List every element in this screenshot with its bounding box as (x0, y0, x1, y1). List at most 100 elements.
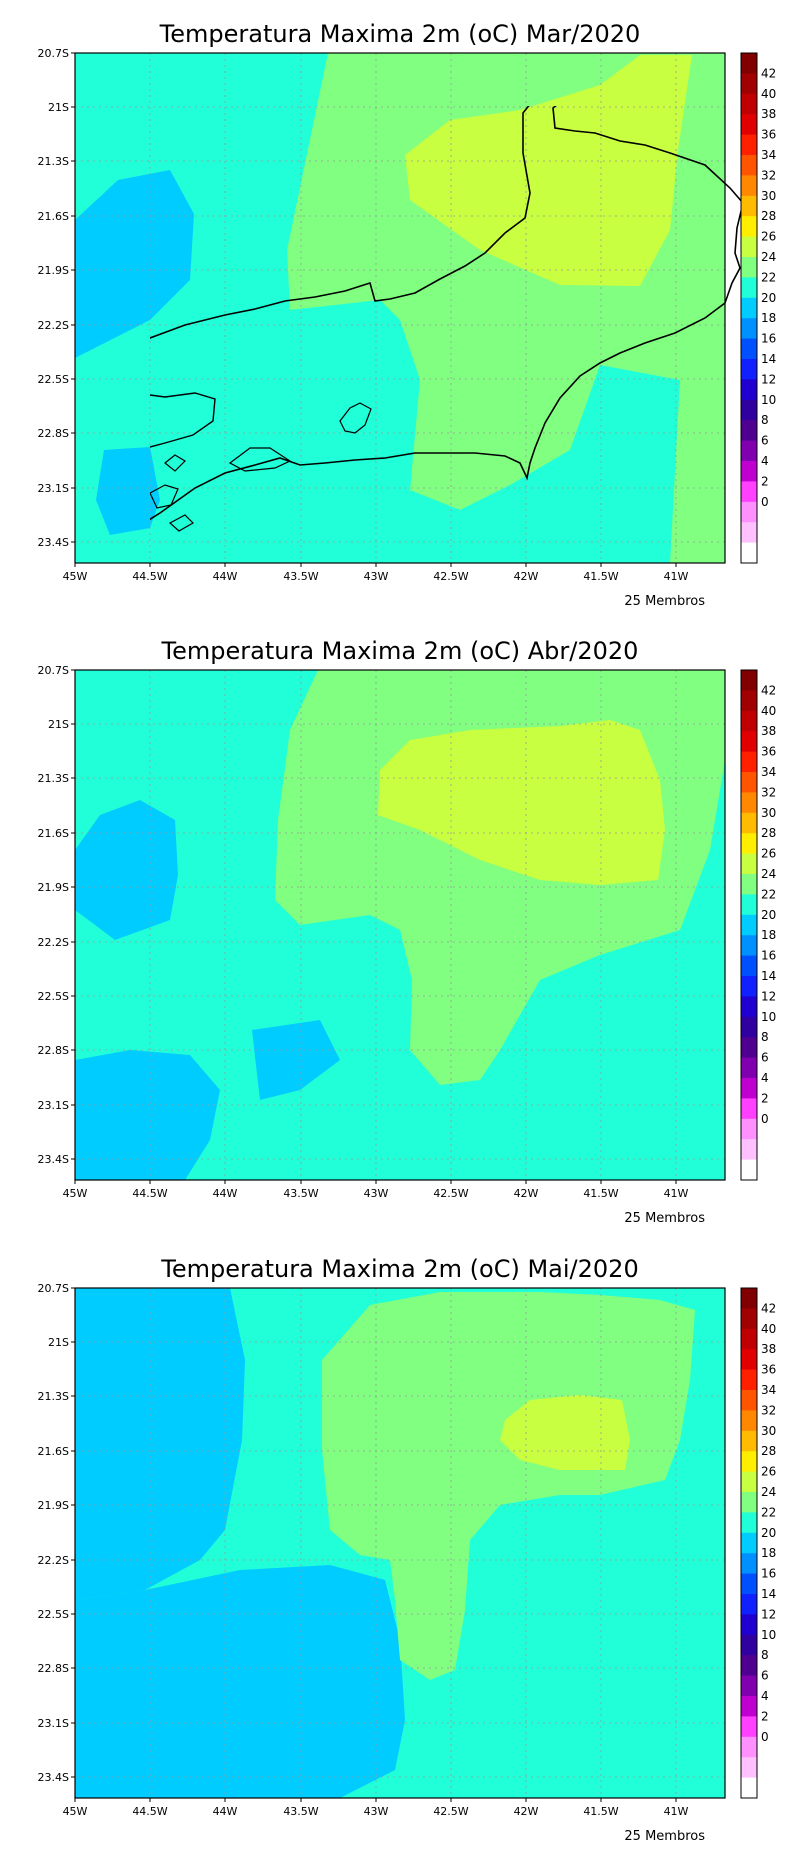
lon-tick-label: 43.5W (283, 570, 318, 583)
lat-tick-label: 21.9S (38, 1499, 69, 1512)
lat-tick-label: 21.3S (38, 1390, 69, 1403)
colorbar-swatch (741, 833, 757, 854)
colorbar-swatch (741, 420, 757, 441)
colorbar-label: 40 (761, 1322, 776, 1336)
lat-tick-label: 21S (48, 1336, 69, 1349)
colorbar-label: 32 (761, 168, 776, 182)
lon-tick-label: 45W (63, 1805, 88, 1818)
contour-fill-22-24 (75, 170, 194, 358)
colorbar-swatch (741, 216, 757, 237)
colorbar-swatch (741, 73, 757, 95)
lat-tick-label: 22.8S (38, 427, 69, 440)
colorbar-label: 22 (761, 887, 776, 901)
ensemble-footer: 25 Membros (624, 594, 705, 609)
colorbar-swatch (741, 996, 757, 1018)
colorbar-label: 20 (761, 291, 776, 305)
colorbar-label: 10 (761, 1628, 776, 1642)
colorbar-swatch (741, 1369, 757, 1391)
colorbar-label: 6 (761, 1051, 769, 1065)
colorbar-frame (740, 669, 758, 1181)
colorbar-label: 34 (761, 148, 776, 162)
lon-tick-label: 45W (63, 1187, 88, 1200)
colorbar-swatch (741, 1016, 757, 1038)
colorbar-label: 40 (761, 87, 776, 101)
colorbar-label: 36 (761, 128, 776, 142)
colorbar-label: 2 (761, 1709, 769, 1723)
colorbar-swatch (741, 935, 757, 956)
temperature-field (75, 1288, 725, 1798)
lon-tick-label: 44.5W (132, 1805, 167, 1818)
colorbar-swatch (741, 114, 757, 135)
colorbar-label: 12 (761, 989, 776, 1003)
lat-tick-label: 21.9S (38, 264, 69, 277)
map-frame-group: 20.7S21S21.3S21.6S21.9S22.2S22.5S22.8S23… (38, 47, 777, 609)
colorbar-swatch (741, 1410, 757, 1432)
colorbar-label: 24 (761, 250, 776, 264)
colorbar-label: 22 (761, 1505, 776, 1519)
colorbar-label: 4 (761, 454, 769, 468)
colorbar-swatch (741, 501, 757, 523)
lat-tick-label: 22.8S (38, 1662, 69, 1675)
lon-tick-label: 41.5W (583, 1805, 618, 1818)
map-frame-group: 20.7S21S21.3S21.6S21.9S22.2S22.5S22.8S23… (38, 1282, 777, 1844)
colorbar-swatch (741, 1159, 757, 1181)
colorbar-swatch (741, 93, 757, 115)
colorbar-swatch (741, 792, 757, 814)
contour-fill-22-24 (75, 1565, 405, 1798)
colorbar-swatch (741, 1349, 757, 1370)
lon-tick-label: 42W (514, 570, 539, 583)
colorbar-label: 22 (761, 270, 776, 284)
panel-title: Temperatura Maxima 2m (oC) Mai/2020 (160, 1255, 638, 1283)
lon-tick-label: 42W (514, 1187, 539, 1200)
colorbar-label: 28 (761, 1444, 776, 1458)
lon-tick-label: 42W (514, 1805, 539, 1818)
lon-tick-label: 44W (213, 1187, 238, 1200)
colorbar-swatch (741, 1139, 757, 1160)
lat-tick-label: 22.5S (38, 990, 69, 1003)
map-overlays: 20.7S21S21.3S21.6S21.9S22.2S22.5S22.8S23… (38, 47, 777, 1844)
contour-fill-28-30 (405, 55, 692, 286)
colorbar-label: 32 (761, 1403, 776, 1417)
contour-fill-22-24 (75, 1050, 220, 1180)
colorbar-swatch (741, 1757, 757, 1778)
colorbar-swatch (741, 812, 757, 834)
colorbar-label: 32 (761, 785, 776, 799)
colorbar-swatch (741, 1078, 757, 1099)
lon-tick-label: 44W (213, 570, 238, 583)
lon-tick-label: 42.5W (433, 1187, 468, 1200)
lat-tick-label: 23.4S (38, 1153, 69, 1166)
lon-tick-label: 45W (63, 570, 88, 583)
lat-tick-label: 21S (48, 718, 69, 731)
colorbar-label: 0 (761, 1112, 769, 1126)
colorbar-label: 0 (761, 1730, 769, 1744)
colorbar-swatch (741, 481, 757, 503)
colorbar-swatch (741, 53, 757, 74)
colorbar-swatch (741, 399, 757, 421)
colorbar-swatch (741, 1390, 757, 1411)
colorbar-label: 2 (761, 474, 769, 488)
colorbar-swatch (741, 710, 757, 732)
colorbar-swatch (741, 440, 757, 462)
colorbar-label: 8 (761, 1648, 769, 1662)
state-border (150, 392, 216, 448)
lat-tick-label: 22.2S (38, 936, 69, 949)
map-panel-abr: Temperatura Maxima 2m (oC) Abr/2020 (75, 637, 725, 1180)
lat-tick-label: 22.2S (38, 1554, 69, 1567)
colorbar-swatch (741, 1451, 757, 1472)
colorbar-label: 36 (761, 745, 776, 759)
lon-tick-label: 43.5W (283, 1187, 318, 1200)
lon-tick-label: 42.5W (433, 1805, 468, 1818)
colorbar-swatch (741, 914, 757, 936)
lat-tick-label: 22.8S (38, 1044, 69, 1057)
colorbar-swatch (741, 751, 757, 773)
colorbar-label: 20 (761, 1526, 776, 1540)
lon-tick-label: 43W (364, 1187, 389, 1200)
colorbar-swatch (741, 1736, 757, 1758)
colorbar-label: 38 (761, 1342, 776, 1356)
colorbar-label: 28 (761, 209, 776, 223)
lon-tick-label: 44.5W (132, 570, 167, 583)
colorbar-label: 36 (761, 1363, 776, 1377)
colorbar-swatch (741, 359, 757, 380)
